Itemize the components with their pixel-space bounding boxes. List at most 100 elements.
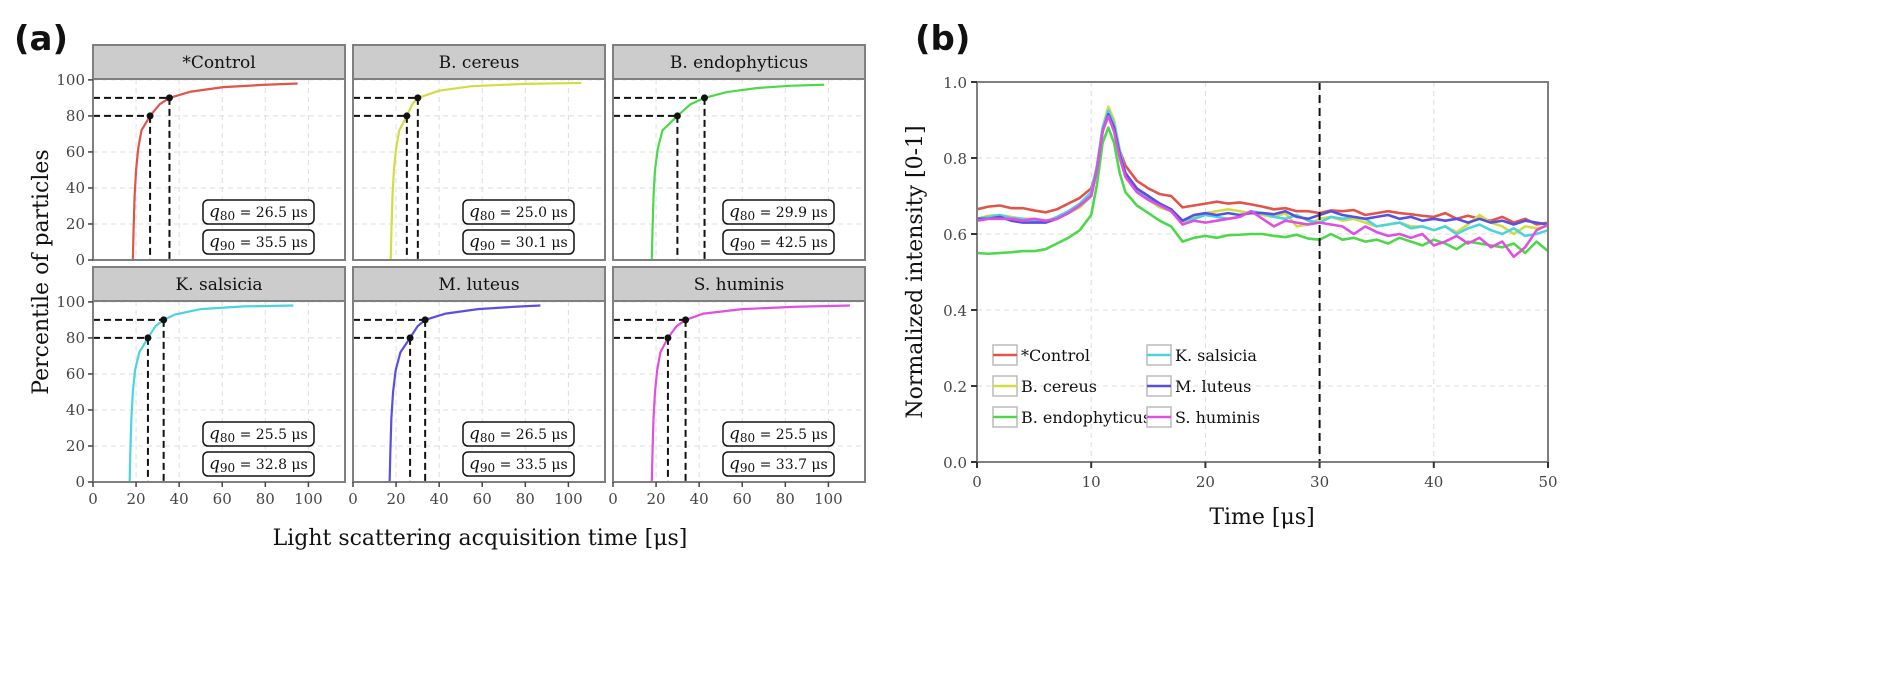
y-tick-label: 0.2 xyxy=(943,378,967,396)
quantile-q80-point xyxy=(406,334,414,342)
y-tick-label: 0 xyxy=(75,473,85,491)
quantile-q90-point xyxy=(414,94,422,102)
annotation-q90: q90 = 42.5 μs xyxy=(729,232,828,253)
x-tick-label: 40 xyxy=(430,490,449,508)
annotation-box-q80 xyxy=(462,199,575,225)
plot-frame xyxy=(352,300,606,483)
quantile-q80-point xyxy=(144,334,152,342)
facet-s-huminis: S. huminis q80 = 25.5 μs q90 = 33.7 μs 0 20 4… xyxy=(608,266,866,508)
legend-label: S. huminis xyxy=(1175,408,1260,427)
x-tick-label: 30 xyxy=(1310,473,1329,491)
x-tick-label: 20 xyxy=(127,490,146,508)
y-tick-label: 0.8 xyxy=(943,150,967,168)
quantile-q90-point xyxy=(165,94,173,102)
annotation-q90: q90 = 33.7 μs xyxy=(729,454,828,475)
annotation-box-q80 xyxy=(462,421,575,447)
x-tick-label: 0 xyxy=(608,490,618,508)
facet-k-salsicia: K. salsicia q80 = 25.5 μs q90 = 32.8 μs 0 20… xyxy=(56,266,346,508)
x-tick-label: 100 xyxy=(814,490,843,508)
panel-b-x-axis-label: Time [μs] xyxy=(1209,505,1314,530)
y-tick-label: 0.4 xyxy=(943,302,967,320)
facet-title: K. salsicia xyxy=(175,275,262,295)
legend-label: M. luteus xyxy=(1175,377,1251,396)
facet-strip xyxy=(92,266,346,302)
legend: *Control B. cereus B. endophyticus K. salsi… xyxy=(992,344,1260,428)
x-tick-label: 60 xyxy=(473,490,492,508)
x-tick-label: 60 xyxy=(733,490,752,508)
x-tick-label: 80 xyxy=(776,490,795,508)
x-tick-label: 40 xyxy=(1424,473,1443,491)
series-line-s-huminis xyxy=(976,114,1549,259)
facet-title: M. luteus xyxy=(438,275,519,295)
quantile-q80-point xyxy=(403,112,411,120)
y-tick-label: 80 xyxy=(66,329,85,347)
x-tick-label: 0 xyxy=(972,473,982,491)
facet-title: *Control xyxy=(182,53,255,73)
y-tick-label: 40 xyxy=(66,179,85,197)
annotation-box-q80 xyxy=(202,199,315,225)
annotation-box-q90 xyxy=(202,451,315,477)
plot-frame xyxy=(612,300,866,483)
annotation-q80: q80 = 25.5 μs xyxy=(729,424,828,445)
annotation-box-q90 xyxy=(462,229,575,255)
facet-b-cereus: B. cereus q80 = 25.0 μs q90 = 30.1 μs xyxy=(352,44,606,261)
panel-a-facets: *Control q80 = 26.5 μs q90 = 35.5 μs 0 20 40 6… xyxy=(56,44,866,508)
plot-frame xyxy=(352,78,606,261)
annotation-q90: q90 = 30.1 μs xyxy=(469,232,568,253)
facet-strip xyxy=(352,44,606,80)
panel-b-plot: 0.0 0.2 0.4 0.6 0.8 1.0 0 10 20 30 40 50 *Control B. … xyxy=(943,74,1557,491)
x-tick-label: 100 xyxy=(554,490,583,508)
panel-a-label: (a) xyxy=(14,19,68,59)
x-tick-label: 0 xyxy=(88,490,98,508)
annotation-box-q90 xyxy=(202,229,315,255)
y-tick-label: 0 xyxy=(75,251,85,269)
y-tick-label: 80 xyxy=(66,107,85,125)
facet-b-endophyticus: B. endophyticus q80 = 29.9 μs q90 = 42.5 μ… xyxy=(612,44,866,261)
x-tick-label: 50 xyxy=(1538,473,1557,491)
plot-frame xyxy=(612,78,866,261)
annotation-box-q90 xyxy=(462,451,575,477)
annotation-q90: q90 = 35.5 μs xyxy=(209,232,308,253)
annotation-q80: q80 = 25.0 μs xyxy=(469,202,568,223)
y-tick-label: 60 xyxy=(66,365,85,383)
quantile-q80-point xyxy=(664,334,672,342)
annotation-q80: q80 = 25.5 μs xyxy=(209,424,308,445)
quantile-q80-point xyxy=(146,112,154,120)
x-tick-label: 0 xyxy=(348,490,358,508)
panel-a-x-axis-label: Light scattering acquisition time [μs] xyxy=(273,526,688,551)
annotation-q80: q80 = 26.5 μs xyxy=(469,424,568,445)
x-tick-label: 100 xyxy=(294,490,323,508)
y-tick-label: 20 xyxy=(66,437,85,455)
facet-title: S. huminis xyxy=(694,275,784,295)
legend-label: K. salsicia xyxy=(1175,346,1257,365)
plot-frame xyxy=(976,81,1549,463)
facet-strip xyxy=(352,266,606,302)
legend-label: B. cereus xyxy=(1021,377,1097,396)
annotation-box-q90 xyxy=(722,451,835,477)
annotation-box-q90 xyxy=(722,229,835,255)
facet-m-luteus: M. luteus q80 = 26.5 μs q90 = 33.5 μs 0 20 40… xyxy=(348,266,606,508)
annotation-q90: q90 = 32.8 μs xyxy=(209,454,308,475)
x-tick-label: 80 xyxy=(256,490,275,508)
annotation-box-q80 xyxy=(722,199,835,225)
annotation-q90: q90 = 33.5 μs xyxy=(469,454,568,475)
facet-title: B. endophyticus xyxy=(670,53,808,73)
x-tick-label: 20 xyxy=(1196,473,1215,491)
x-tick-label: 40 xyxy=(170,490,189,508)
facet-control: *Control q80 = 26.5 μs q90 = 35.5 μs 0 20 40 6… xyxy=(56,44,346,269)
annotation-q80: q80 = 26.5 μs xyxy=(209,202,308,223)
x-tick-label: 10 xyxy=(1082,473,1101,491)
plot-frame xyxy=(92,300,346,483)
quantile-q90-point xyxy=(421,316,429,324)
facet-strip xyxy=(612,44,866,80)
quantile-q90-point xyxy=(160,316,168,324)
facet-strip xyxy=(92,44,346,80)
panel-a-y-axis-label: Percentile of particles xyxy=(29,149,54,394)
annotation-box-q80 xyxy=(202,421,315,447)
panel-b-label: (b) xyxy=(915,19,970,59)
series-line-b-endophyticus xyxy=(976,126,1549,256)
x-tick-label: 20 xyxy=(647,490,666,508)
x-tick-label: 40 xyxy=(690,490,709,508)
y-tick-label: 60 xyxy=(66,143,85,161)
